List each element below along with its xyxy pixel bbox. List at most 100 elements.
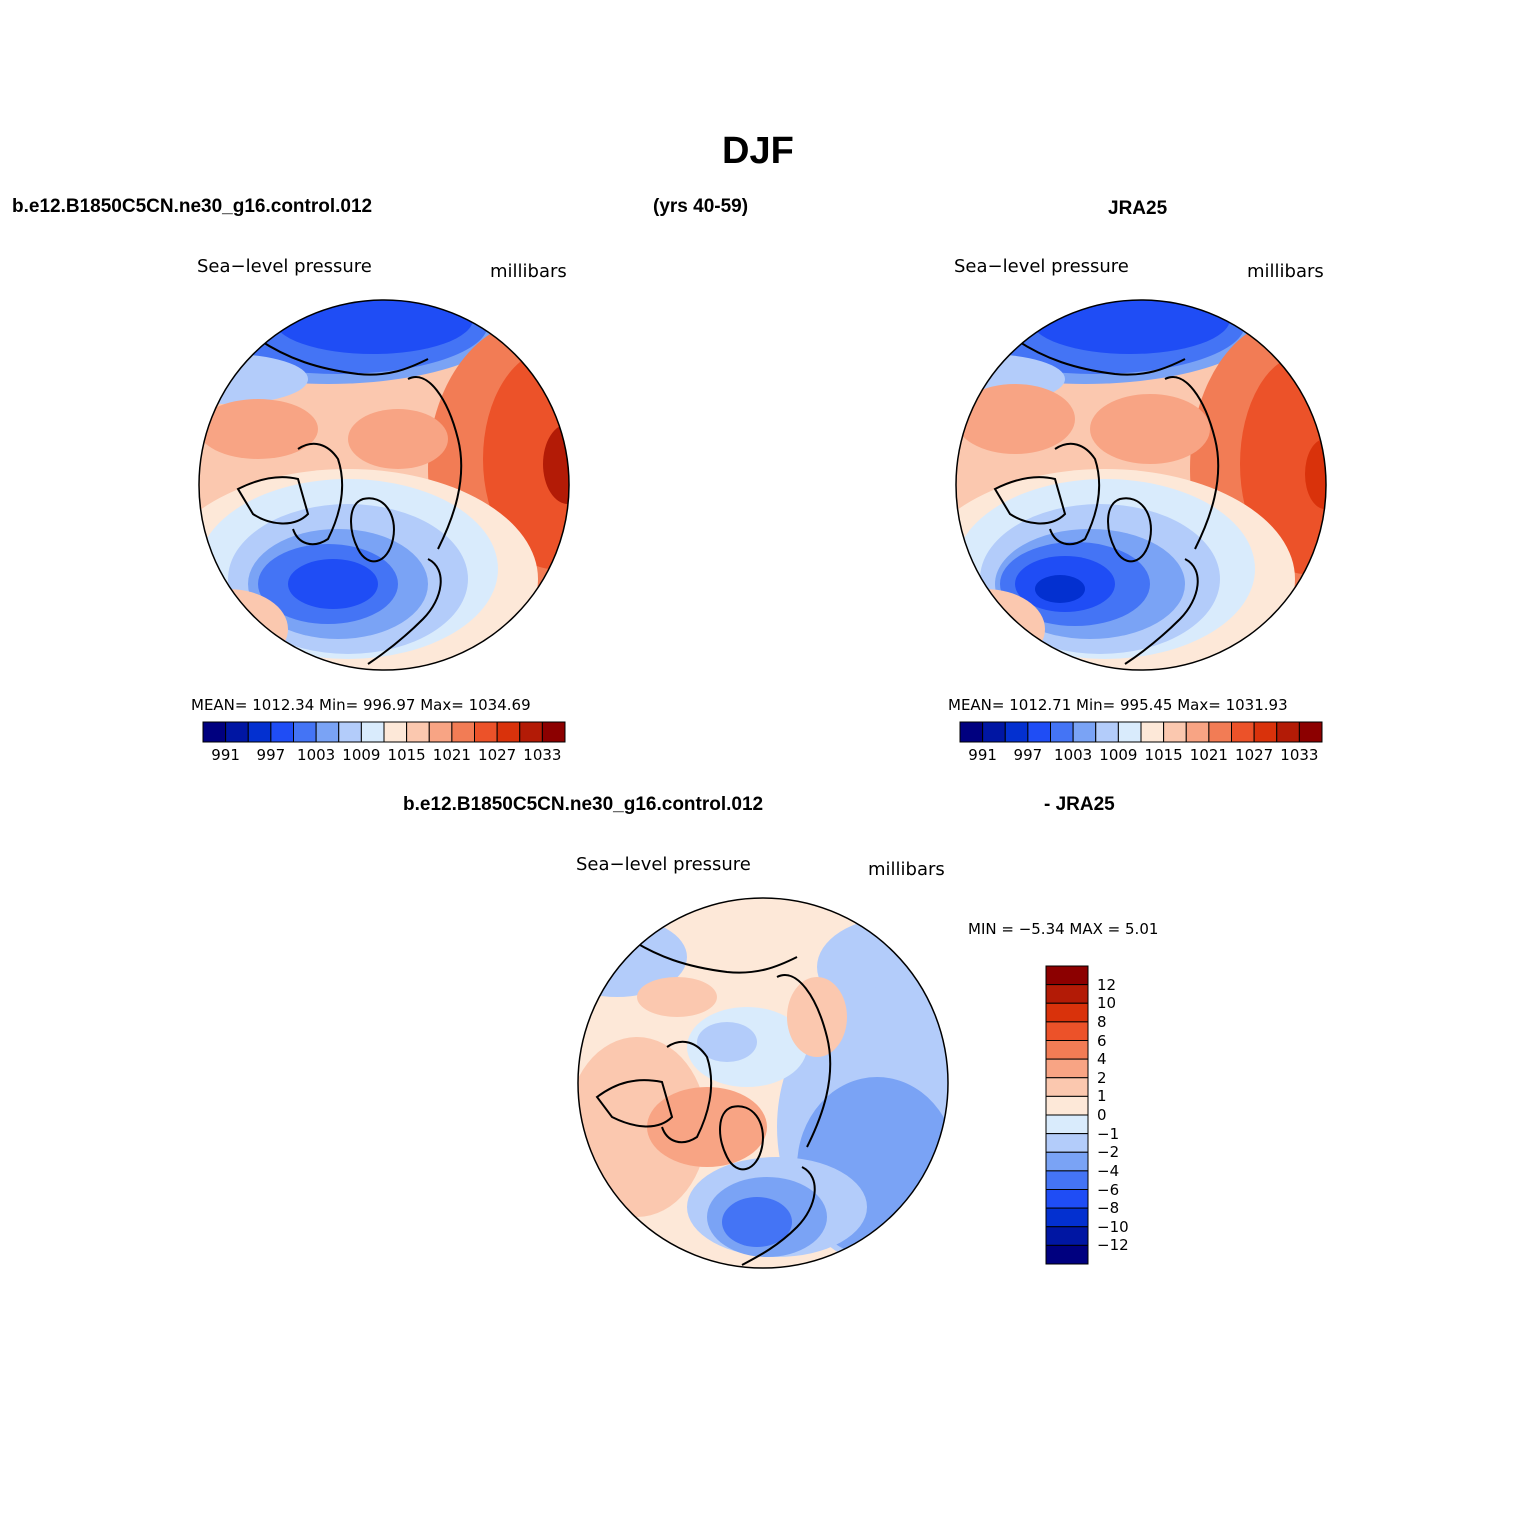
diff-colorbar <box>1045 965 1089 1265</box>
diff-colorbar-tick-label: −10 <box>1097 1217 1129 1236</box>
diff-colorbar-swatch <box>1045 1058 1089 1079</box>
diff-colorbar-swatch <box>1045 1114 1089 1135</box>
colorbar-tick-label: 991 <box>211 746 240 764</box>
colorbar-swatch <box>406 721 430 743</box>
diff-colorbar-tick-label: 12 <box>1097 975 1117 994</box>
colorbar-swatch <box>1208 721 1232 743</box>
panel2-stats: MEAN= 1012.71 Min= 995.45 Max= 1031.93 <box>948 696 1288 714</box>
panel1-colorbar-ticks: 991 997 1003 1009 1015 1021 1027 1033 <box>203 746 565 766</box>
diff-colorbar-tick-label: −8 <box>1097 1199 1120 1218</box>
colorbar-tick-label: 1027 <box>1235 746 1274 764</box>
colorbar-swatch <box>451 721 475 743</box>
colorbar-swatch <box>959 721 984 743</box>
panel3-variable-label: Sea−level pressure <box>576 854 751 875</box>
colorbar-swatch <box>293 721 317 743</box>
colorbar-swatch <box>1163 721 1187 743</box>
diff-colorbar-tick-label: −12 <box>1097 1236 1129 1255</box>
diff-colorbar-swatch <box>1045 1021 1089 1041</box>
diff-colorbar-swatch <box>1045 1002 1089 1023</box>
panel3-polar-diff-map <box>577 897 949 1269</box>
colorbar-swatch <box>202 721 227 743</box>
diff-obs-label: - JRA25 <box>1044 794 1115 815</box>
colorbar-tick-label: 991 <box>968 746 997 764</box>
colorbar-swatch <box>982 721 1006 743</box>
diff-colorbar-swatch <box>1045 965 1089 986</box>
diff-colorbar-swatch <box>1045 1207 1089 1228</box>
colorbar-swatch <box>1185 721 1210 743</box>
colorbar-tick-label: 997 <box>256 746 286 764</box>
colorbar-swatch <box>1004 721 1029 743</box>
model-case-label: b.e12.B1850C5CN.ne30_g16.control.012 <box>12 196 373 217</box>
colorbar-swatch <box>1276 721 1300 743</box>
diff-colorbar-swatch <box>1045 984 1089 1004</box>
diff-colorbar-tick-label: 4 <box>1097 1050 1107 1069</box>
colorbar-tick-label: 1009 <box>1099 746 1138 764</box>
colorbar-swatch <box>474 721 498 743</box>
panel1-polar-map <box>198 299 570 671</box>
colorbar-swatch <box>496 721 521 743</box>
colorbar-swatch <box>383 721 408 743</box>
diff-colorbar-swatch <box>1045 1170 1089 1190</box>
colorbar-tick-label: 1021 <box>1189 746 1228 764</box>
diff-colorbar-swatch <box>1045 1077 1089 1097</box>
diff-colorbar-swatch <box>1045 1133 1089 1153</box>
colorbar-swatch <box>1140 721 1165 743</box>
colorbar-swatch <box>1095 721 1119 743</box>
colorbar-swatch <box>1027 721 1051 743</box>
colorbar-swatch <box>360 721 385 743</box>
colorbar-tick-label: 1015 <box>1144 746 1183 764</box>
panel2-variable-label: Sea−level pressure <box>954 256 1129 277</box>
colorbar-swatch <box>247 721 272 743</box>
colorbar-tick-label: 1003 <box>297 746 336 764</box>
colorbar-swatch <box>1072 721 1097 743</box>
panel2-colorbar-ticks: 991 997 1003 1009 1015 1021 1027 1033 <box>960 746 1322 766</box>
colorbar-swatch <box>338 721 362 743</box>
diff-colorbar-tick-label: 0 <box>1097 1106 1107 1124</box>
colorbar-swatch <box>541 721 566 743</box>
diff-colorbar-tick-label: 10 <box>1097 994 1117 1013</box>
years-label: (yrs 40-59) <box>653 196 749 217</box>
obs-case-label: JRA25 <box>1108 198 1168 219</box>
diff-colorbar-swatch <box>1045 1244 1089 1265</box>
panel3-stats: MIN = −5.34 MAX = 5.01 <box>968 920 1159 938</box>
diff-case-label: b.e12.B1850C5CN.ne30_g16.control.012 <box>403 794 764 815</box>
diff-colorbar-tick-label: −1 <box>1097 1124 1120 1143</box>
figure-title: DJF <box>722 130 794 172</box>
diff-colorbar-tick-label: −2 <box>1097 1143 1120 1162</box>
colorbar-swatch <box>270 721 294 743</box>
colorbar-swatch <box>519 721 543 743</box>
panel1-variable-label: Sea−level pressure <box>197 256 372 277</box>
colorbar-swatch <box>1231 721 1255 743</box>
panel2-colorbar <box>959 721 1323 743</box>
colorbar-swatch <box>1117 721 1142 743</box>
colorbar-tick-label: 1009 <box>342 746 381 764</box>
diff-colorbar-tick-label: 1 <box>1097 1087 1107 1106</box>
colorbar-tick-label: 1003 <box>1054 746 1093 764</box>
diff-colorbar-swatch <box>1045 1095 1089 1116</box>
diff-colorbar-tick-label: −6 <box>1097 1180 1120 1199</box>
colorbar-swatch <box>1050 721 1074 743</box>
colorbar-tick-label: 1015 <box>387 746 426 764</box>
diff-colorbar-ticks: 12 10 8 6 4 2 1 0 −1 −2 −4 −6 −8 −10 −12 <box>1097 966 1157 1264</box>
diff-colorbar-tick-label: 8 <box>1097 1012 1107 1031</box>
colorbar-swatch <box>315 721 340 743</box>
diff-colorbar-tick-label: −4 <box>1097 1161 1120 1180</box>
colorbar-tick-label: 1027 <box>478 746 517 764</box>
colorbar-tick-label: 1021 <box>432 746 471 764</box>
colorbar-swatch <box>1298 721 1323 743</box>
colorbar-tick-label: 1033 <box>523 746 562 764</box>
panel3-units-label: millibars <box>868 859 945 880</box>
panel1-stats: MEAN= 1012.34 Min= 996.97 Max= 1034.69 <box>191 696 531 714</box>
panel2-polar-map <box>955 299 1327 671</box>
diff-colorbar-swatch <box>1045 1151 1089 1172</box>
diff-colorbar-tick-label: 6 <box>1097 1031 1107 1050</box>
diff-colorbar-swatch <box>1045 1226 1089 1246</box>
colorbar-tick-label: 997 <box>1013 746 1043 764</box>
diff-colorbar-swatch <box>1045 1040 1089 1060</box>
panel1-colorbar <box>202 721 566 743</box>
colorbar-swatch <box>225 721 249 743</box>
diff-colorbar-swatch <box>1045 1189 1089 1209</box>
colorbar-swatch <box>428 721 453 743</box>
panel2-units-label: millibars <box>1247 261 1324 282</box>
diff-colorbar-tick-label: 2 <box>1097 1068 1107 1087</box>
